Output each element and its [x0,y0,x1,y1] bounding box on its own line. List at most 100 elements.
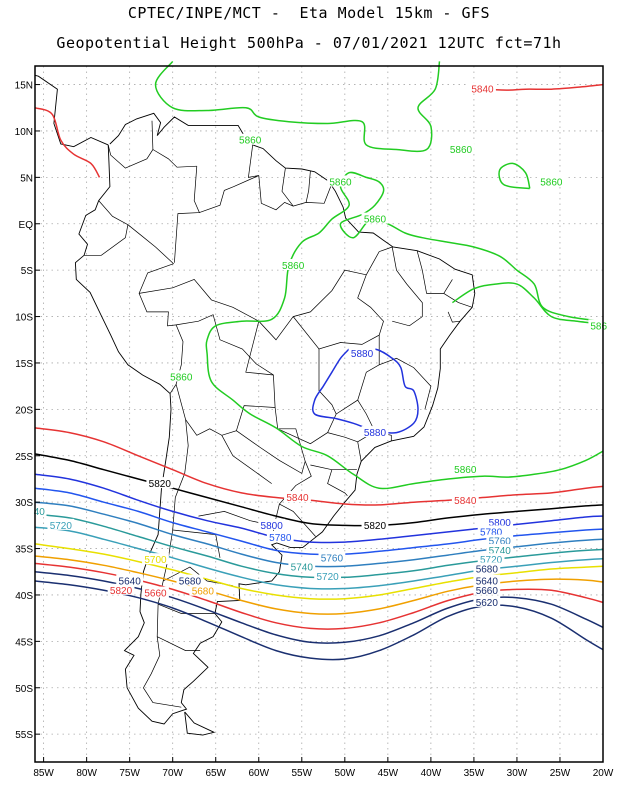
contour-label-bg [167,370,195,382]
contour-label: 5760 [321,553,344,564]
contour-label: 5820 [364,521,387,532]
lon-tick-label: 75W [119,768,140,779]
contour-label: 5800 [261,521,284,532]
contour-label: 5660 [476,586,499,597]
continent-outlines [34,74,476,736]
contour-5860 [205,171,604,490]
lat-tick-label: 45S [15,637,33,648]
contour-5840 [482,83,604,91]
lon-tick-label: 65W [205,768,226,779]
lon-tick-label: 80W [76,768,97,779]
contour-label-bg [236,133,264,145]
contour-5860 [154,60,441,153]
lon-tick-label: 25W [550,768,571,779]
contour-labels: 5860 5860 5860 5860 5860 5860 5860 5860 586 5880 5… [32,82,609,609]
lat-tick-label: 50S [15,684,33,695]
contour-label-bg [473,562,501,574]
contour-label: 5640 [476,577,499,588]
contour-5800 [34,473,604,544]
contour-label: 5680 [179,577,202,588]
contour-5700 [34,543,604,600]
country-border [305,170,311,203]
contour-label: 5720 [480,555,503,566]
contour-label-bg [279,259,307,271]
country-border [245,321,274,376]
contour-label: 5780 [269,533,292,544]
contour-label-bg [266,530,294,542]
contour-label-bg [486,543,514,555]
country-border [443,293,473,308]
lat-tick-label: 30S [15,498,33,509]
contour-5860 [498,162,531,190]
contour-label-bg [107,583,135,595]
lat-tick-label: 15N [15,81,33,92]
contour-label: 5860 [239,136,262,147]
lon-tick-label: 30W [507,768,528,779]
contour-5760 [34,501,604,568]
country-border [107,120,154,169]
country-border [391,246,423,327]
country-border [379,357,432,410]
contour-label-bg [146,477,174,489]
contour-label: 5640 [119,577,142,588]
contour-label: 5720 [50,521,73,532]
contour-label: 5840 [454,496,477,507]
lat-tick-label: 35S [15,545,33,556]
contour-label-bg [284,491,311,503]
map-title: CPTEC/INPE/MCT - Eta Model 15km - GFS [127,4,491,22]
contour-label: 5840 [286,493,309,504]
contour-label-bg [473,574,501,586]
contour-label-bg [361,426,389,438]
contour-label-bg [477,525,505,537]
contour-label: 5680 [192,587,215,598]
lat-tick-label: 55S [15,730,33,741]
country-border [310,464,357,471]
contour-label-bg [361,212,389,224]
contour-label-bg [47,518,75,530]
contour-label-bg [176,574,204,586]
country-border [127,224,174,264]
contour-label: 5820 [110,586,133,597]
contour-label-bg [142,586,169,598]
contour-label-bg [142,553,169,565]
contour-label: 5840 [471,85,494,96]
country-border [447,311,461,323]
country-border [281,168,294,207]
contour-label-bg [451,463,479,475]
contour-label-bg [537,175,565,187]
contour-label: 5820 [149,479,172,490]
country-border [152,149,197,168]
contour-label: 5860 [282,261,305,272]
country-border [327,432,358,443]
country-border [157,603,215,614]
contour-label-bg [189,584,217,596]
contour-label-bg [318,551,346,563]
lat-tick-label: 10S [15,313,33,324]
contour-label: 586 [590,321,607,332]
contour-label: 5880 [351,349,374,360]
map-subtitle: Geopotential Height 500hPa - 07/01/2021 … [56,34,562,52]
contour-label-bg [258,518,286,530]
country-border [258,175,332,211]
lon-tick-label: 55W [292,768,313,779]
contour-label-bg [32,504,47,516]
contour-label: 5720 [316,572,339,583]
contour-label-bg [451,493,479,505]
lat-tick-label: 25S [15,452,33,463]
contour-5640 [34,571,604,644]
contour-label: 5860 [540,178,563,189]
lat-tick-label: 5S [21,266,34,277]
lat-tick-label: 40S [15,591,33,602]
contour-label-bg [477,553,505,565]
country-border [416,250,453,294]
contour-label: 5800 [489,518,512,529]
contour-label: 5760 [489,537,512,548]
lon-tick-label: 60W [248,768,269,779]
contour-label-bg [447,143,475,155]
contour-5780 [34,487,604,556]
lon-tick-label: 45W [378,768,399,779]
contour-label-bg [486,516,514,528]
coastline [34,74,109,148]
lat-tick-label: 20S [15,405,33,416]
